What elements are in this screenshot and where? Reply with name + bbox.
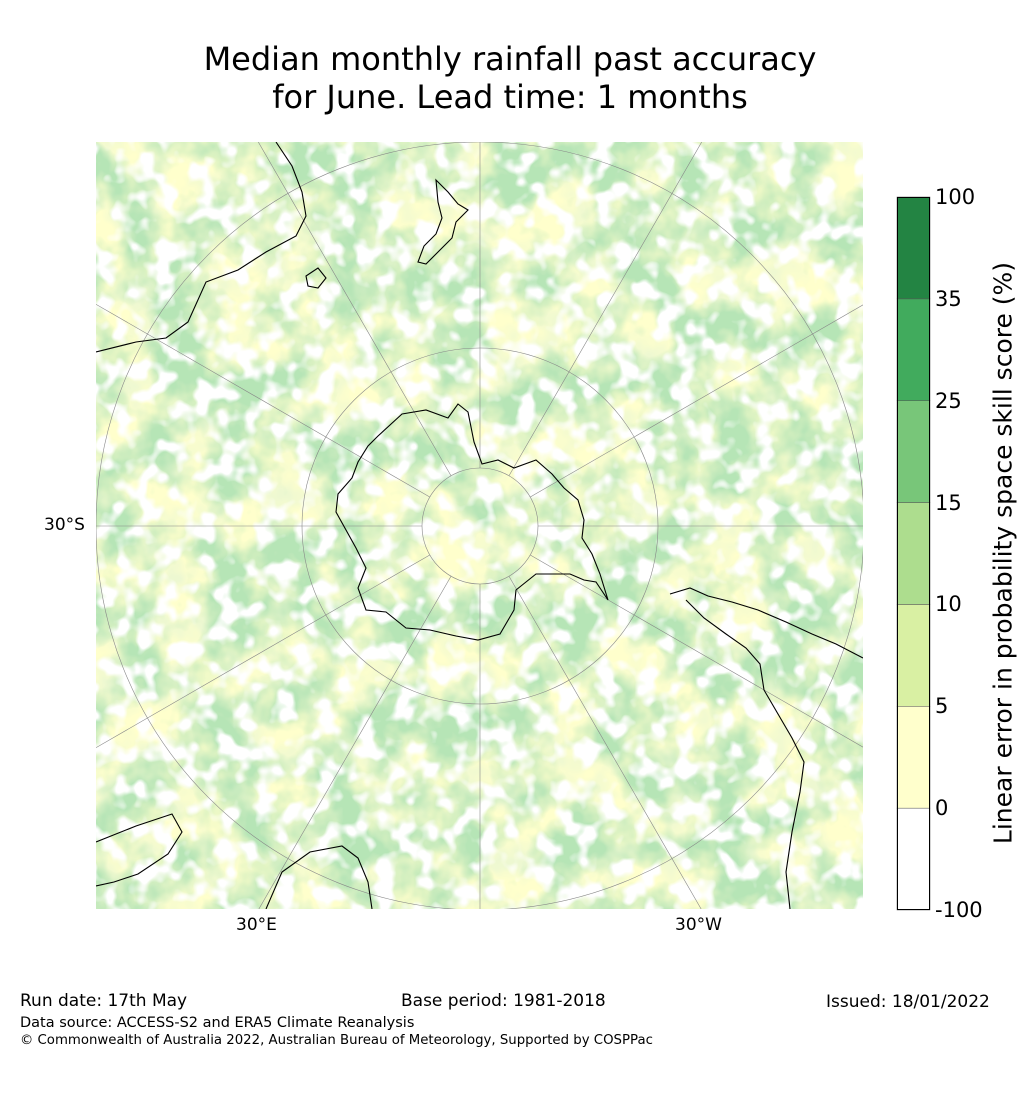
colorbar-bin xyxy=(896,706,931,809)
meridian-line xyxy=(258,576,452,909)
meridian-line xyxy=(508,576,702,909)
longitude-label-30w: 30°W xyxy=(675,915,722,935)
colorbar-tick-label: 10 xyxy=(935,592,962,617)
colorbar-bin xyxy=(896,502,931,605)
title-line-2: for June. Lead time: 1 months xyxy=(272,78,748,116)
colorbar-bin xyxy=(896,298,931,401)
colorbar xyxy=(896,196,931,911)
colorbar-bin xyxy=(896,400,931,503)
south-america-coastline xyxy=(669,587,863,909)
run-date: Run date: 17th May xyxy=(20,991,188,1011)
australia-coastline xyxy=(96,142,307,353)
antarctica-coastline xyxy=(335,403,609,641)
meridian-line xyxy=(530,304,863,498)
meridian-line xyxy=(508,142,703,476)
meridian-line xyxy=(96,303,430,498)
data-source: Data source: ACCESS-S2 and ERA5 Climate … xyxy=(20,1015,415,1031)
base-period: Base period: 1981-2018 xyxy=(401,991,606,1011)
chart-title: Median monthly rainfall past accuracy fo… xyxy=(0,40,1020,116)
title-line-1: Median monthly rainfall past accuracy xyxy=(203,40,817,78)
meridian-line xyxy=(96,554,430,749)
issued-date: Issued: 18/01/2022 xyxy=(826,992,990,1012)
colorbar-bin xyxy=(896,604,931,707)
africa-coastline xyxy=(96,813,373,909)
colorbar-frame xyxy=(897,197,930,910)
colorbar-tick-label: 0 xyxy=(935,796,949,821)
meridian-line xyxy=(257,142,452,476)
skill-field-white xyxy=(96,142,863,909)
colorbar-label: Linear error in probability space skill … xyxy=(988,261,1018,845)
colorbar-tick-label: -100 xyxy=(935,898,983,922)
new-zealand-coastline xyxy=(417,178,469,265)
copyright-notice: © Commonwealth of Australia 2022, Austra… xyxy=(20,1033,653,1048)
latitude-label-left: 30°S xyxy=(44,515,85,535)
colorbar-bin xyxy=(896,807,931,911)
colorbar-tick-label: 100 xyxy=(935,185,976,209)
colorbar-tick-label: 35 xyxy=(935,286,962,311)
coastlines xyxy=(96,142,863,909)
colorbar-tick-label: 5 xyxy=(935,694,949,719)
colorbar-tick-label: 15 xyxy=(935,490,962,515)
colorbar-tick-label: 25 xyxy=(935,388,962,413)
longitude-label-30e: 30°E xyxy=(236,915,277,935)
colorbar-bin xyxy=(896,196,931,300)
tasmania-coastline xyxy=(305,267,327,289)
polar-map xyxy=(96,142,863,909)
